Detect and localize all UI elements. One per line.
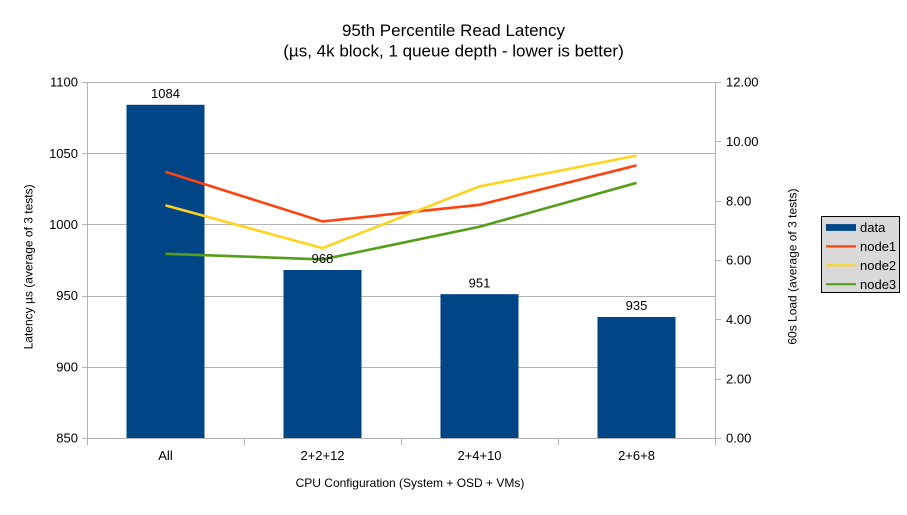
svg-text:60s Load (average of 3 tests): 60s Load (average of 3 tests) [786, 189, 800, 345]
svg-text:0.00: 0.00 [726, 431, 751, 446]
svg-text:2+6+8: 2+6+8 [618, 448, 655, 463]
svg-text:2+2+12: 2+2+12 [300, 448, 344, 463]
svg-text:node2: node2 [860, 258, 896, 273]
svg-text:CPU Configuration (System + OS: CPU Configuration (System + OSD + VMs) [296, 476, 525, 490]
svg-text:1000: 1000 [49, 217, 78, 232]
svg-text:968: 968 [312, 251, 334, 266]
svg-text:12.00: 12.00 [726, 75, 759, 90]
svg-text:95th Percentile Read Latency: 95th Percentile Read Latency [342, 21, 566, 40]
svg-text:1084: 1084 [151, 86, 180, 101]
svg-text:8.00: 8.00 [726, 193, 751, 208]
svg-text:1100: 1100 [50, 75, 78, 90]
svg-text:951: 951 [469, 275, 491, 290]
svg-text:10.00: 10.00 [726, 134, 759, 149]
svg-text:Latency µs (average of 3 tests: Latency µs (average of 3 tests) [21, 184, 35, 349]
svg-text:2.00: 2.00 [726, 371, 751, 386]
svg-text:node1: node1 [860, 239, 896, 254]
svg-text:935: 935 [626, 298, 648, 313]
svg-text:6.00: 6.00 [726, 253, 751, 268]
svg-text:(µs, 4k block, 1 queue depth -: (µs, 4k block, 1 queue depth - lower is … [283, 41, 624, 60]
svg-text:2+4+10: 2+4+10 [457, 448, 501, 463]
svg-text:data: data [860, 220, 886, 235]
svg-text:4.00: 4.00 [726, 312, 751, 327]
svg-text:850: 850 [56, 431, 78, 446]
svg-text:950: 950 [56, 288, 78, 303]
svg-text:node3: node3 [860, 277, 896, 292]
svg-text:All: All [158, 448, 173, 463]
svg-text:1050: 1050 [49, 146, 78, 161]
svg-text:900: 900 [56, 359, 78, 374]
